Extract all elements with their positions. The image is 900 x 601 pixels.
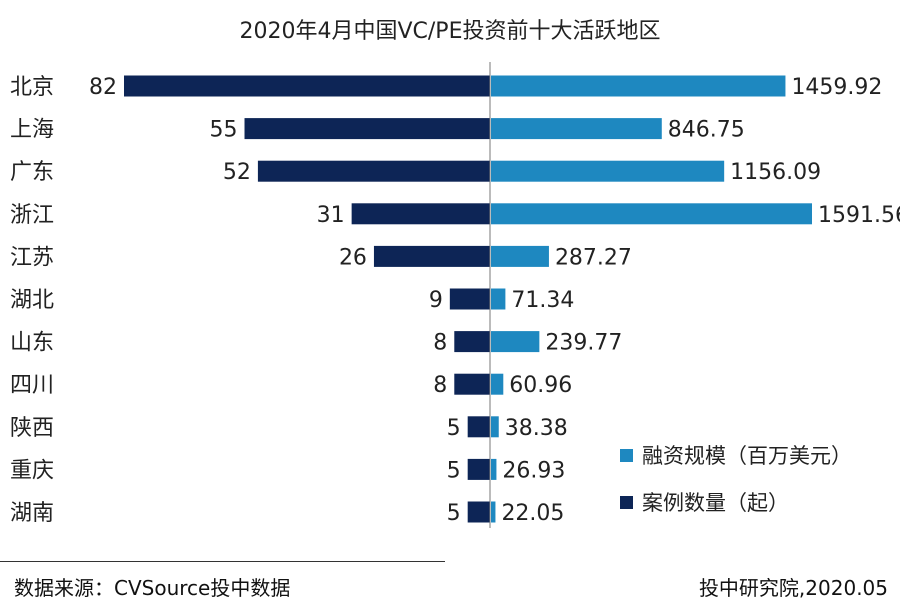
data-label-cases: 55 [210, 118, 238, 143]
category-label: 四川 [10, 373, 54, 398]
data-label-amount: 287.27 [555, 245, 632, 270]
bar-cases [467, 501, 490, 523]
bar-cases [454, 373, 490, 395]
bar-amount [491, 373, 504, 395]
data-label-amount: 38.38 [505, 416, 568, 441]
bar-amount [491, 331, 540, 353]
data-label-amount: 1591.56 [818, 203, 900, 228]
data-label-cases: 52 [223, 160, 251, 185]
category-label: 山东 [10, 331, 54, 356]
bar-cases [449, 288, 490, 310]
footer-divider [0, 561, 445, 562]
bar-amount [491, 203, 812, 225]
data-label-cases: 5 [447, 416, 461, 441]
bar-amount [491, 160, 725, 182]
data-label-amount: 239.77 [545, 331, 622, 356]
bar-cases [244, 118, 490, 140]
footer-credit: 投中研究院,2020.05 [698, 576, 888, 600]
data-label-amount: 846.75 [668, 118, 745, 143]
data-label-amount: 1459.92 [791, 75, 882, 100]
bar-amount [491, 75, 786, 97]
legend-label-amount: 融资规模（百万美元） [642, 444, 852, 468]
bar-cases [467, 458, 490, 480]
legend-label-cases: 案例数量（起） [642, 491, 789, 515]
bar-cases [124, 75, 490, 97]
category-label: 重庆 [10, 458, 54, 483]
bar-cases [454, 331, 490, 353]
data-label-cases: 9 [429, 288, 443, 313]
bar-cases [467, 416, 490, 438]
data-label-cases: 8 [433, 331, 447, 356]
category-label: 浙江 [10, 203, 54, 228]
data-label-cases: 31 [317, 203, 345, 228]
data-label-amount: 1156.09 [730, 160, 821, 185]
chart-title: 2020年4月中国VC/PE投资前十大活跃地区 [240, 19, 661, 44]
bar-cases [351, 203, 490, 225]
category-label: 上海 [10, 118, 54, 143]
category-label: 湖北 [10, 288, 54, 313]
category-label: 陕西 [10, 416, 54, 441]
bar-amount [491, 501, 496, 523]
bar-cases [373, 245, 490, 267]
bar-amount [491, 458, 497, 480]
data-label-cases: 26 [339, 245, 367, 270]
bar-amount [491, 118, 662, 140]
category-label: 广东 [10, 160, 54, 185]
category-label: 北京 [10, 75, 54, 100]
data-label-cases: 5 [447, 458, 461, 483]
bar-amount [491, 245, 549, 267]
legend-swatch-cases [620, 496, 633, 509]
legend: 融资规模（百万美元） 案例数量（起） [620, 444, 852, 515]
category-label: 江苏 [10, 245, 54, 270]
bar-amount [491, 288, 506, 310]
data-label-amount: 71.34 [511, 288, 574, 313]
footer-source: 数据来源：CVSource投中数据 [14, 576, 291, 600]
bar-cases [257, 160, 490, 182]
data-label-cases: 82 [89, 75, 117, 100]
data-label-amount: 26.93 [502, 458, 565, 483]
legend-swatch-amount [620, 449, 633, 462]
category-label: 湖南 [10, 501, 54, 526]
data-label-cases: 8 [433, 373, 447, 398]
bar-amount [491, 416, 499, 438]
data-label-amount: 22.05 [501, 501, 564, 526]
data-label-cases: 5 [447, 501, 461, 526]
data-label-amount: 60.96 [509, 373, 572, 398]
